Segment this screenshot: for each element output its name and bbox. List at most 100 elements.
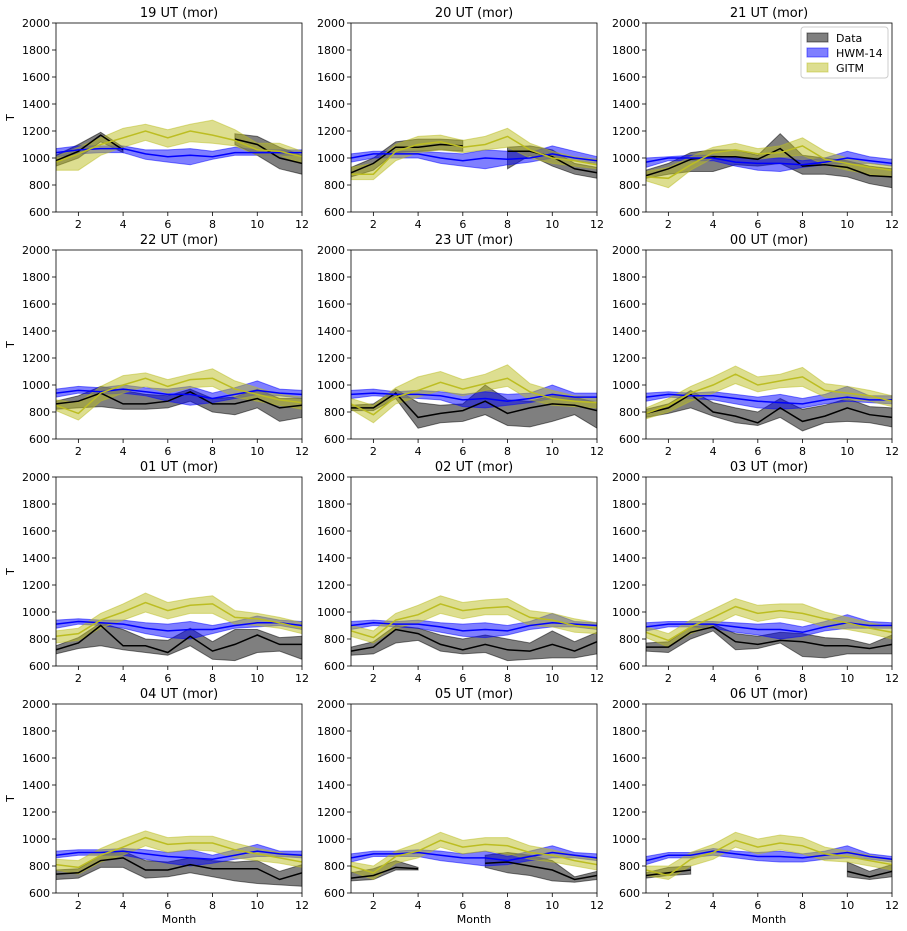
y-tick-label: 2000	[22, 17, 50, 30]
y-tick-label: 1400	[317, 552, 345, 565]
data-line	[351, 392, 597, 419]
gitm-line	[646, 373, 892, 415]
data-band	[351, 624, 597, 662]
hwm-line	[351, 851, 597, 862]
y-tick-label: 1400	[22, 552, 50, 565]
x-tick-label: 10	[840, 672, 854, 685]
panel-title: 05 UT (mor)	[435, 687, 513, 702]
x-tick-label: 6	[754, 218, 761, 231]
axes-frame	[350, 476, 598, 667]
x-tick-label: 12	[590, 218, 604, 231]
y-tick-label: 600	[29, 660, 50, 673]
gitm-line	[351, 839, 597, 874]
x-tick-label: 2	[370, 445, 377, 458]
panel-4: 600 800 1000 1200 1400 1600 1800 2000 2 4 6 8 10 12 23…	[317, 233, 604, 458]
data-band	[646, 389, 892, 432]
plot-area	[56, 368, 302, 422]
x-tick-label: 6	[459, 218, 466, 231]
x-tick-label: 2	[75, 899, 82, 912]
axes-frame	[55, 476, 303, 667]
x-tick-label: 4	[710, 899, 717, 912]
x-tick-label: 8	[504, 218, 511, 231]
x-tick-label: 8	[504, 899, 511, 912]
panel-8: 600 800 1000 1200 1400 1600 1800 2000 2 4 6 8 10 12 03…	[612, 460, 899, 685]
hwm-line	[56, 147, 302, 158]
axes-frame	[55, 703, 303, 894]
x-tick-label: 4	[120, 445, 127, 458]
x-tick-label: 8	[209, 672, 216, 685]
y-tick-label: 1000	[317, 606, 345, 619]
hwm-line	[646, 850, 892, 862]
axes-frame	[55, 249, 303, 440]
x-tick-label: 10	[250, 899, 264, 912]
y-tick-label: 1200	[612, 806, 640, 819]
axes-frame	[645, 22, 893, 213]
y-axis-label: T	[4, 341, 17, 349]
x-tick-label: 10	[250, 672, 264, 685]
y-tick-label: 1800	[22, 725, 50, 738]
x-tick-label: 6	[459, 445, 466, 458]
gitm-band	[646, 365, 892, 420]
x-tick-label: 10	[250, 445, 264, 458]
legend-swatch	[806, 47, 829, 58]
x-tick-label: 2	[665, 218, 672, 231]
data-line	[485, 861, 597, 881]
x-tick-label: 6	[164, 672, 171, 685]
y-tick-label: 1000	[612, 606, 640, 619]
plot-area	[56, 830, 302, 887]
data-line	[56, 857, 302, 881]
panel-title: 04 UT (mor)	[140, 687, 218, 702]
x-tick-label: 2	[370, 899, 377, 912]
gitm-band	[351, 595, 597, 644]
x-tick-label: 2	[75, 672, 82, 685]
y-tick-label: 600	[324, 433, 345, 446]
legend: Data HWM-14 GITM	[800, 26, 889, 79]
gitm-band	[56, 830, 302, 875]
y-tick-label: 1000	[317, 833, 345, 846]
gitm-line	[351, 603, 597, 639]
y-tick-label: 1600	[317, 752, 345, 765]
gitm-line	[56, 601, 302, 638]
x-tick-label: 6	[164, 899, 171, 912]
y-axis-label: T	[4, 795, 17, 803]
gitm-line	[56, 130, 302, 163]
x-tick-label: 12	[885, 218, 899, 231]
x-tick-label: 6	[754, 899, 761, 912]
y-tick-label: 1000	[22, 379, 50, 392]
y-tick-label: 600	[324, 660, 345, 673]
y-tick-label: 1400	[317, 325, 345, 338]
hwm-line	[351, 153, 597, 162]
panel-title: 20 UT (mor)	[435, 6, 513, 21]
hwm-line	[56, 388, 302, 400]
x-tick-label: 4	[120, 672, 127, 685]
plot-area	[351, 595, 597, 662]
panel-7: 600 800 1000 1200 1400 1600 1800 2000 2 4 6 8 10 12 02…	[317, 460, 604, 685]
x-tick-label: 4	[710, 672, 717, 685]
y-tick-label: 2000	[612, 471, 640, 484]
y-tick-label: 1200	[22, 806, 50, 819]
y-tick-label: 800	[29, 633, 50, 646]
panel-6: 600 800 1000 1200 1400 1600 1800 2000 2 4 6 8 10 12 01…	[4, 460, 309, 685]
x-tick-label: 2	[370, 218, 377, 231]
data-line	[646, 393, 892, 424]
y-tick-label: 1800	[612, 725, 640, 738]
y-tick-label: 600	[619, 206, 640, 219]
y-tick-label: 1200	[22, 125, 50, 138]
y-tick-label: 1600	[22, 71, 50, 84]
x-tick-label: 12	[295, 445, 309, 458]
x-tick-label: 6	[164, 445, 171, 458]
hwm-line	[646, 157, 892, 166]
axes-frame	[645, 476, 893, 667]
x-tick-label: 2	[665, 899, 672, 912]
y-tick-label: 600	[324, 206, 345, 219]
legend-label: Data	[836, 32, 862, 45]
plot-area	[56, 592, 302, 662]
y-tick-label: 1000	[612, 152, 640, 165]
panel-title: 23 UT (mor)	[435, 233, 513, 248]
y-tick-label: 1200	[317, 806, 345, 819]
plot-area	[646, 597, 892, 659]
legend-swatch	[806, 62, 829, 73]
y-tick-label: 2000	[22, 244, 50, 257]
y-tick-label: 1200	[317, 352, 345, 365]
y-tick-label: 1200	[317, 579, 345, 592]
